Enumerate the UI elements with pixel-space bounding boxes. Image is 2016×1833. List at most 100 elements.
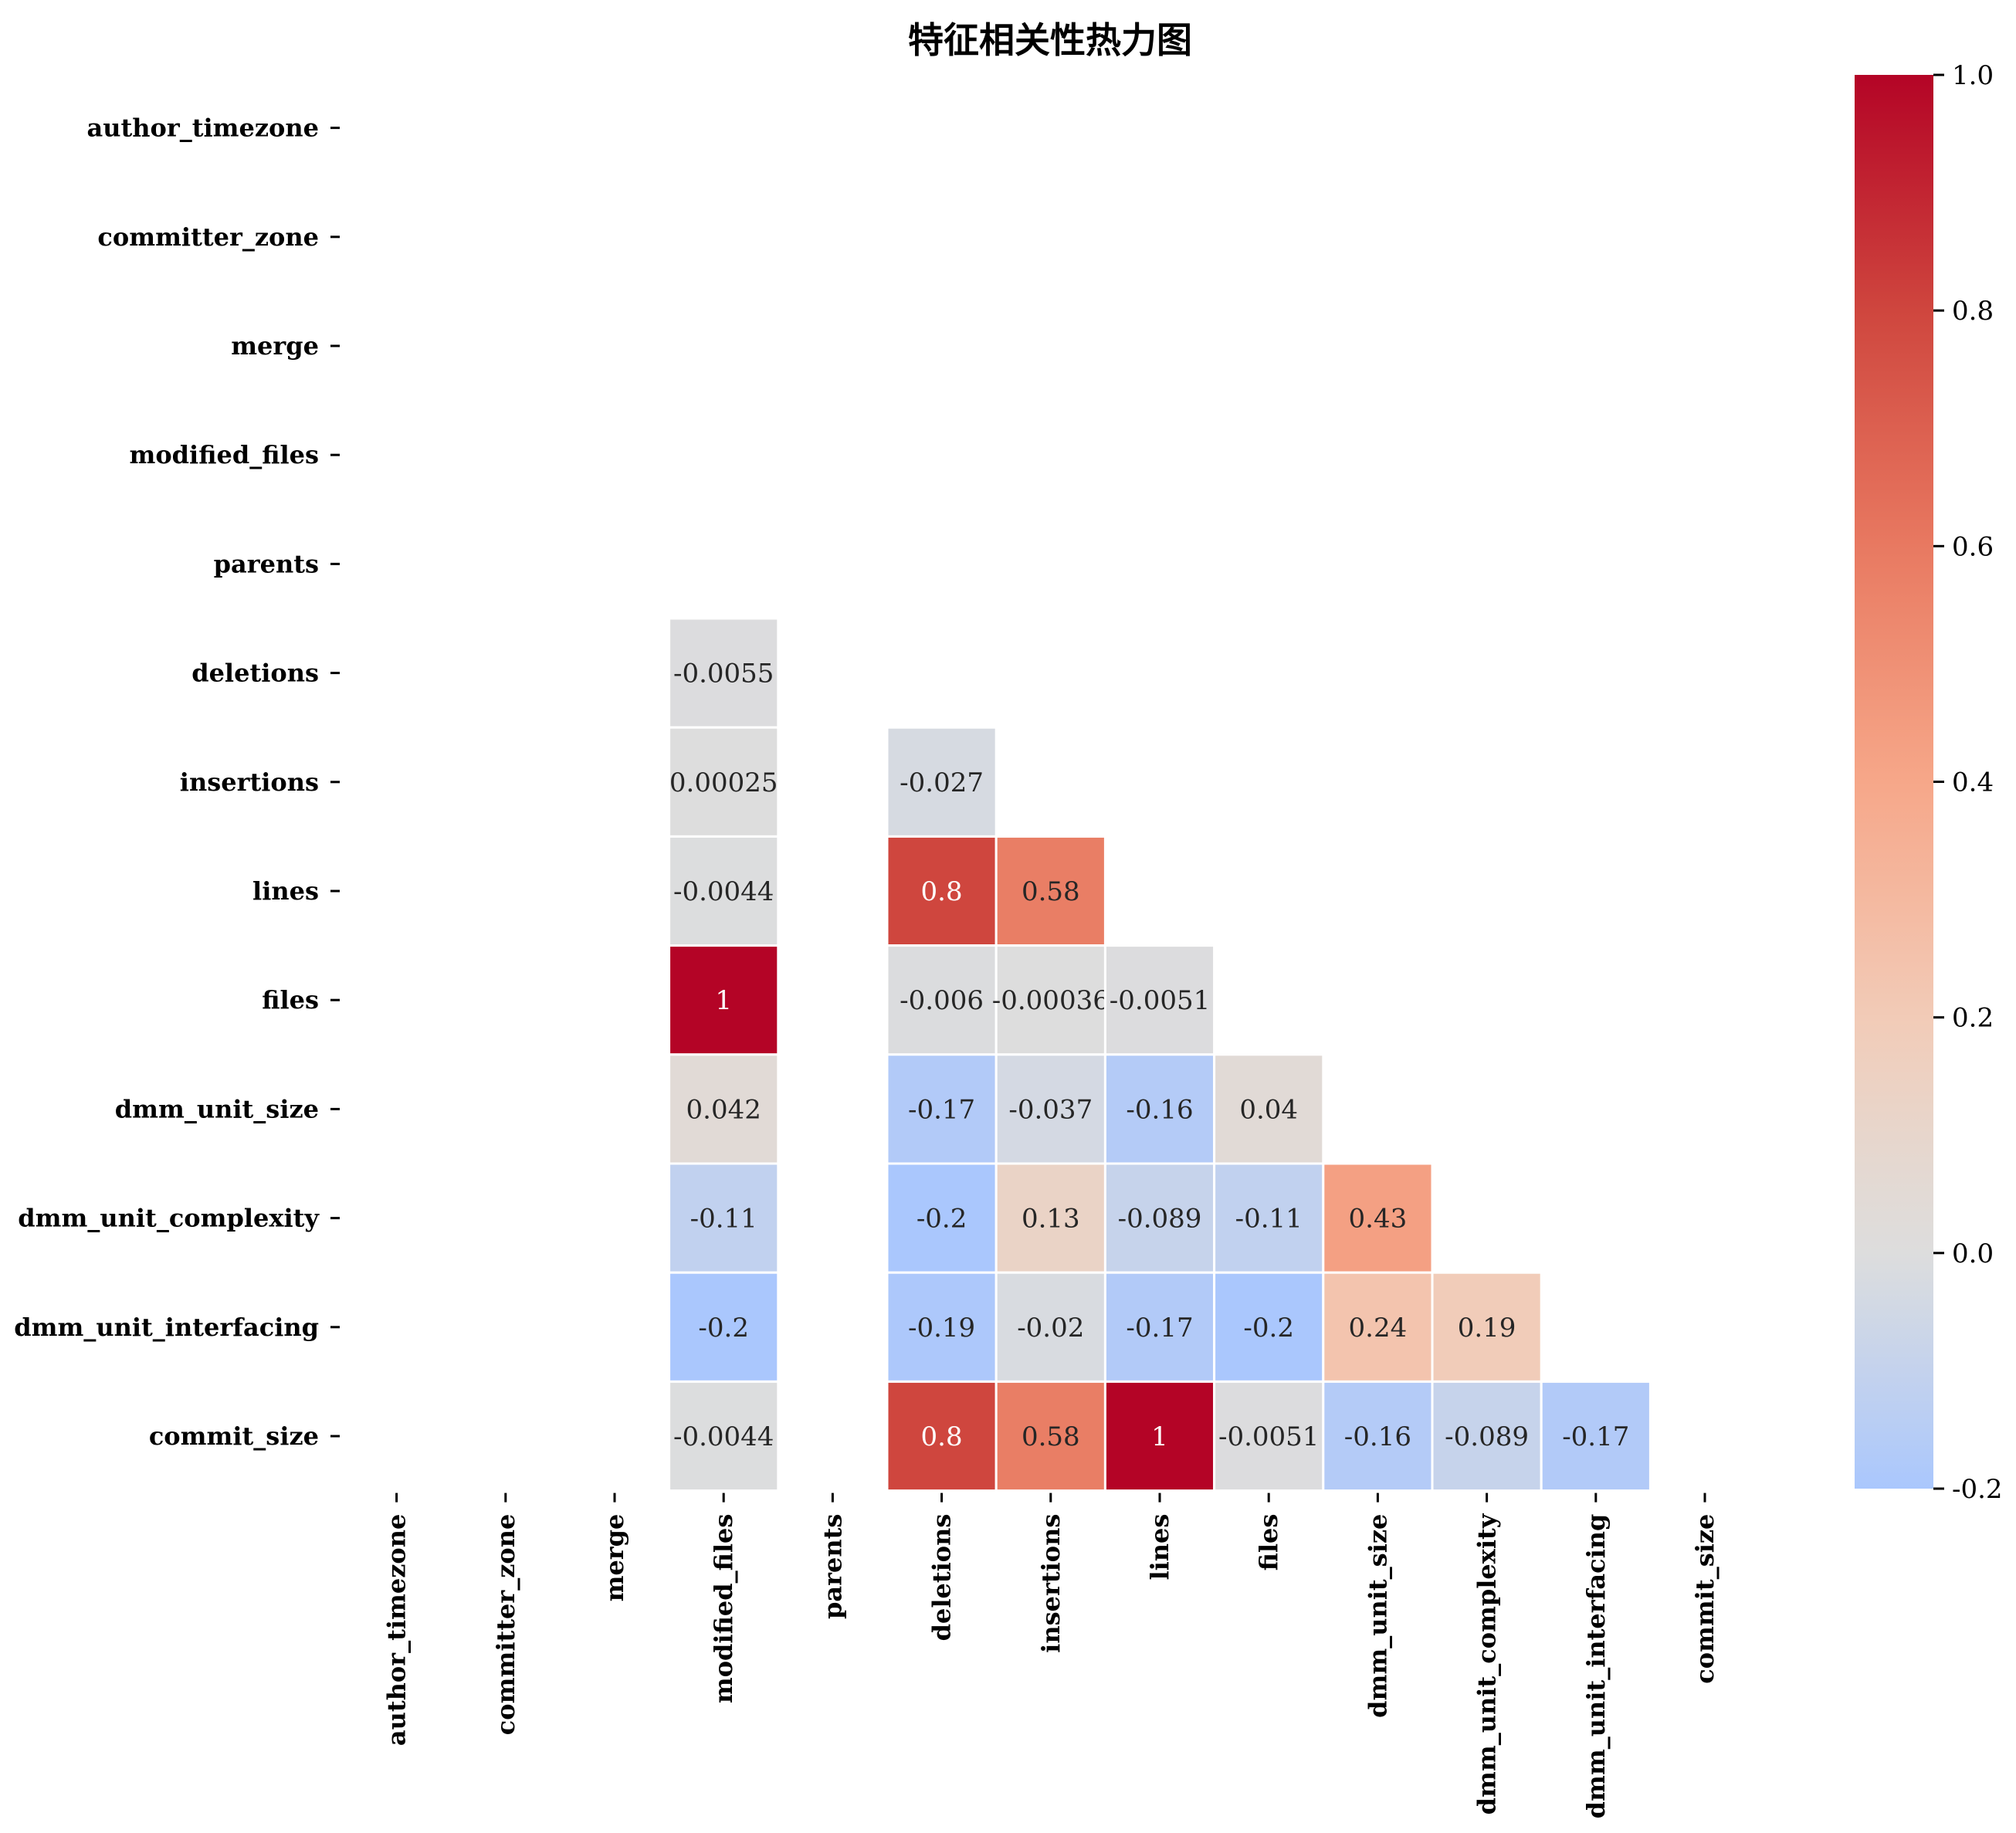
cell-value-label: 0.04 [1239,1094,1298,1125]
colorbar-tick-label: 1.0 [1952,60,1994,91]
y-tick-label: committer_zone [97,222,319,252]
heatmap-cell [886,944,998,1056]
cell-value-label: 0.19 [1458,1313,1516,1343]
cell-value-label: -0.0044 [673,876,774,907]
cell-value-label: 0.8 [921,1421,963,1452]
cell-value-label: 0.13 [1022,1204,1080,1235]
x-tick-label: insertions [1036,1514,1066,1653]
cell-value-label: -0.02 [1017,1313,1084,1343]
cell-value-label: 0.00025 [669,767,778,798]
chart-title: 特征相关性热力图 [908,19,1192,61]
heatmap-cell [1540,1380,1652,1492]
cell-value-label: -0.17 [908,1094,975,1125]
heatmap-cell [1322,1271,1434,1383]
cell-value-label: -0.2 [1243,1313,1294,1343]
cell-value-label: -0.089 [1118,1204,1202,1235]
colorbar-tick-label: 0.6 [1952,531,1994,562]
colorbar-tick-label: 0.8 [1952,296,1994,327]
y-tick-label: files [262,985,319,1015]
cell-value-label: 0.24 [1349,1313,1408,1343]
heatmap-cell [1213,1162,1325,1274]
cell-value-label: -0.19 [908,1313,975,1343]
cell-value-label: 0.8 [921,876,963,907]
colorbar-tick-label: 0.4 [1952,767,1994,798]
heatmap-cell [994,1380,1106,1492]
cell-value-label: -0.00036 [992,985,1110,1016]
heatmap-cell [1431,1380,1543,1492]
cell-value-label: -0.037 [1008,1094,1093,1125]
cell-value-label: -0.089 [1445,1421,1529,1452]
heatmap-cell [1103,1162,1216,1274]
heatmap-cell [886,1053,998,1165]
cell-value-label: -0.11 [1235,1204,1303,1235]
heatmap-cell [1322,1162,1434,1274]
cell-value-label: -0.11 [690,1204,757,1235]
cell-value-label: -0.027 [900,767,984,798]
x-tick-label: merge [600,1514,629,1602]
y-tick-label: dmm_unit_complexity [18,1204,320,1233]
cell-value-label: 0.58 [1022,876,1080,907]
heatmap-cell [886,1162,998,1274]
y-tick-label: dmm_unit_interfacing [14,1313,319,1342]
heatmap-cell [668,1053,780,1165]
x-tick-label: deletions [927,1514,957,1642]
heatmap-cell [994,1162,1106,1274]
cell-value-label: -0.0044 [673,1421,774,1452]
heatmap-cell [1431,1271,1543,1383]
colorbar-tick-label: 0.0 [1952,1238,1994,1269]
y-tick-label: modified_files [129,440,319,469]
x-tick-label: dmm_unit_size [1363,1514,1392,1718]
cell-value-label: -0.16 [1126,1094,1193,1125]
cell-value-label: -0.0051 [1218,1421,1319,1452]
cells-layer: -0.0055 0.00025 -0.027 -0.0044 0.8 0.58 1 -0.00… [668,617,1652,1492]
cell-value-label: -0.0051 [1110,985,1210,1016]
cell-value-label: 0.042 [686,1094,761,1125]
y-tick-label: insertions [180,767,319,797]
x-axis-labels: author_timezone committer_zone merge modifi… [382,1492,1720,1819]
cell-value-label: -0.16 [1344,1421,1411,1452]
x-tick-label: dmm_unit_interfacing [1581,1514,1611,1819]
heatmap-cell [668,726,780,838]
y-tick-label: commit_size [149,1421,319,1451]
x-tick-label: modified_files [709,1514,738,1704]
x-tick-label: dmm_unit_complexity [1472,1513,1502,1814]
y-tick-label: dmm_unit_size [115,1094,319,1123]
colorbar-tick-label: -0.2 [1952,1474,2003,1505]
cell-value-label: -0.006 [900,985,984,1016]
x-tick-label: committer_zone [491,1514,520,1736]
y-tick-label: lines [252,876,319,906]
x-tick-label: author_timezone [382,1514,412,1747]
cell-value-label: 1 [715,985,732,1016]
colorbar-gradient [1855,75,1933,1489]
heatmap-cell [994,835,1106,947]
colorbar: 1.0 0.8 0.6 0.4 0.2 0.0 -0.2 [1855,60,2003,1505]
x-tick-label: commit_size [1690,1514,1720,1684]
colorbar-tick-label: 0.2 [1952,1003,1994,1034]
heatmap-cell [668,617,780,729]
heatmap-cell [1103,944,1216,1056]
cell-value-label: -0.17 [1126,1313,1193,1343]
cell-value-label: -0.17 [1562,1421,1629,1452]
cell-value-label: 1 [1151,1421,1168,1452]
cell-value-label: 0.43 [1349,1204,1408,1235]
heatmap-cell [886,726,998,838]
y-tick-label: deletions [191,659,319,688]
heatmap-cell [668,1380,780,1492]
heatmap-cell [668,1162,780,1274]
cell-value-label: 0.58 [1022,1421,1080,1452]
x-tick-label: lines [1145,1514,1174,1581]
heatmap-cell [886,1271,998,1383]
cell-value-label: -0.0055 [673,659,774,689]
cell-value-label: -0.2 [917,1204,967,1235]
y-tick-label: author_timezone [86,114,319,143]
heatmap-cell [668,835,780,947]
heatmap-cell [668,1271,780,1383]
x-tick-label: files [1254,1514,1283,1571]
y-tick-label: merge [231,331,319,361]
x-tick-label: parents [818,1514,847,1619]
cell-value-label: -0.2 [698,1313,749,1343]
heatmap-cell [1322,1380,1434,1492]
